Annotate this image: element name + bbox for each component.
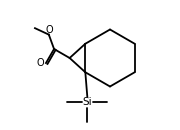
Text: O: O [45, 25, 53, 35]
Text: O: O [37, 58, 44, 68]
Text: Si: Si [82, 97, 92, 107]
